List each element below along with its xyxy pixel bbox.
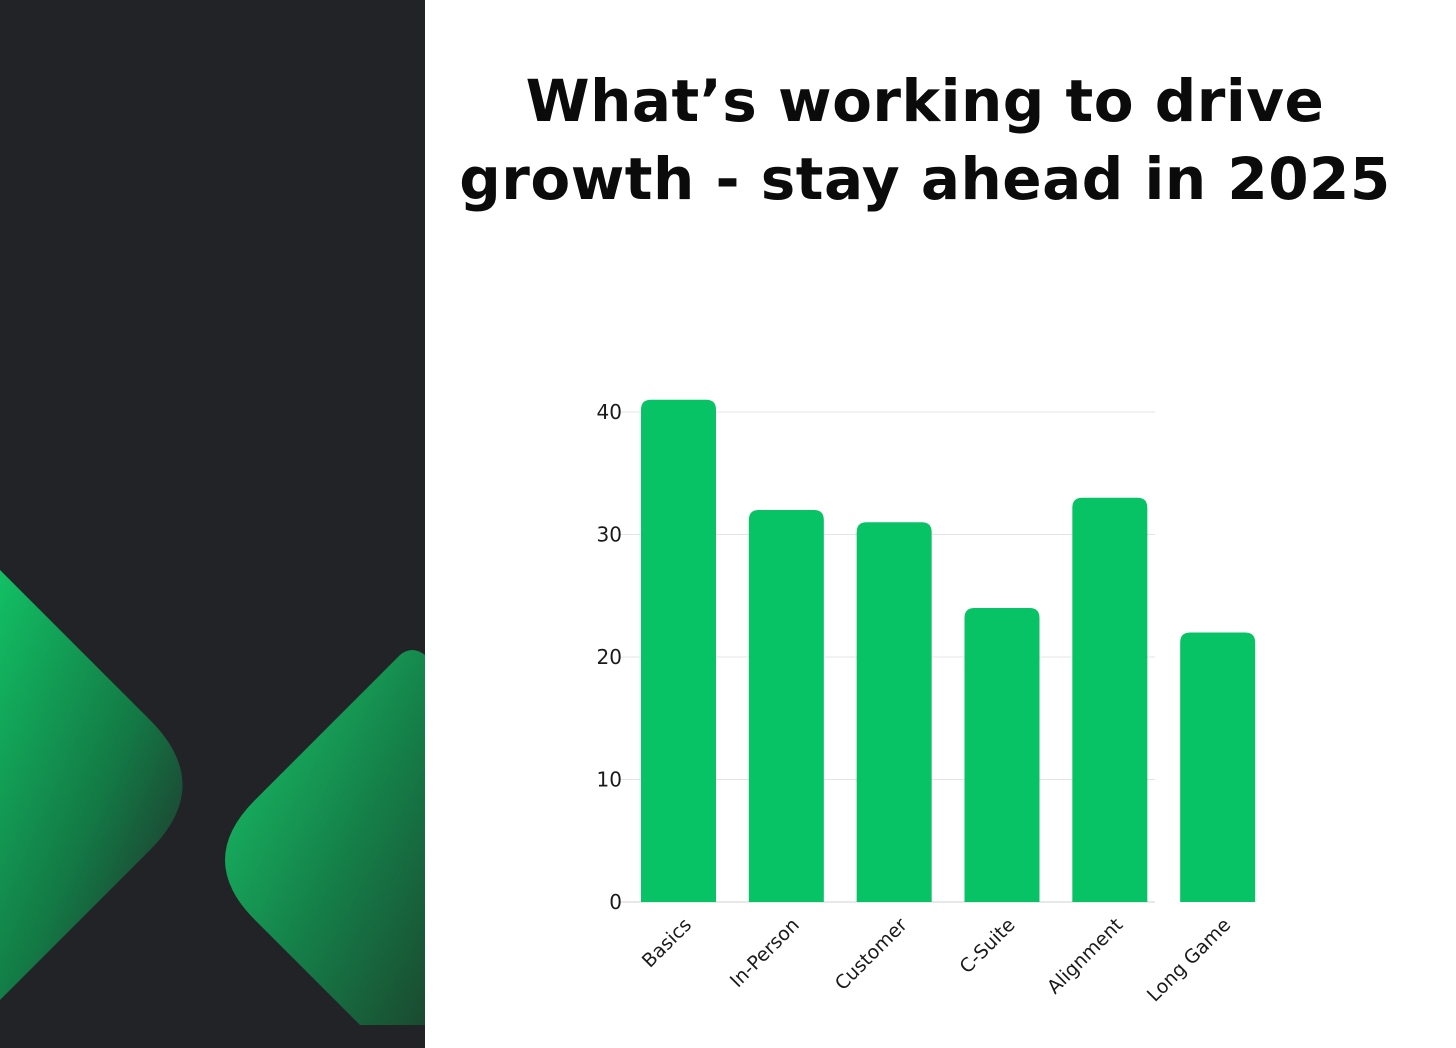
x-tick-label: C-Suite <box>955 914 1019 978</box>
diamond-shape-left <box>0 570 183 1000</box>
bar-basics <box>641 399 716 902</box>
bar-customer <box>856 522 932 902</box>
x-tick-label: Long Game <box>1143 914 1235 1006</box>
bar-c-suite <box>964 608 1040 902</box>
x-tick-label: Alignment <box>1043 914 1127 998</box>
y-tick-label: 0 <box>609 890 622 914</box>
bar-long-game <box>1180 632 1256 902</box>
title-line-1: What’s working to drive <box>525 67 1325 135</box>
title-line-2: growth - stay ahead in 2025 <box>459 145 1391 213</box>
x-tick-label: Basics <box>638 914 696 972</box>
bar-in-person <box>748 510 824 902</box>
diamond-shape-right <box>225 650 425 1025</box>
content-panel <box>425 0 1456 1048</box>
slide-title: What’s working to drive growth - stay ah… <box>425 62 1425 218</box>
diamond-shapes-graphic <box>0 570 425 1025</box>
x-tick-label: Customer <box>831 914 912 995</box>
y-tick-label: 10 <box>597 768 622 792</box>
y-tick-label: 30 <box>597 523 622 547</box>
decorative-panel <box>0 0 425 1048</box>
y-tick-label: 40 <box>597 400 622 424</box>
x-tick-label: In-Person <box>726 914 804 992</box>
bar-alignment <box>1072 497 1148 902</box>
y-tick-label: 20 <box>597 645 622 669</box>
